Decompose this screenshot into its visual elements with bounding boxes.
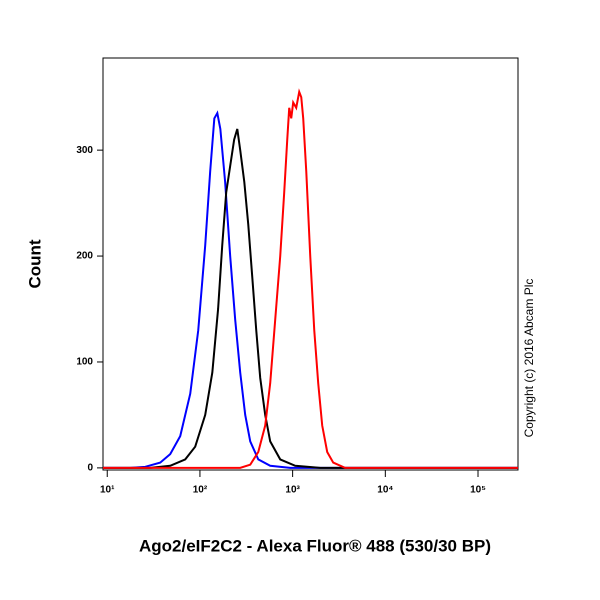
y-tick-label: 300 — [76, 145, 93, 156]
x-tick-label: 10¹ — [100, 485, 115, 496]
x-tick-label: 10² — [193, 485, 208, 496]
x-tick-label: 10³ — [285, 485, 300, 496]
copyright: Copyright (c) 2016 Abcam Plc — [522, 279, 536, 438]
y-tick-label: 0 — [87, 463, 93, 474]
y-axis-title: Count — [25, 239, 44, 288]
x-tick-label: 10⁴ — [377, 485, 393, 496]
series-line — [103, 110, 518, 469]
y-tick-label: 100 — [76, 357, 93, 368]
plot-frame — [102, 57, 519, 471]
series-line — [103, 128, 518, 469]
x-axis-title: Ago2/eIF2C2 - Alexa Fluor® 488 (530/30 B… — [139, 536, 491, 555]
series-line — [103, 88, 518, 469]
x-tick-label: 10⁵ — [470, 485, 486, 496]
y-tick-label: 200 — [76, 251, 93, 262]
